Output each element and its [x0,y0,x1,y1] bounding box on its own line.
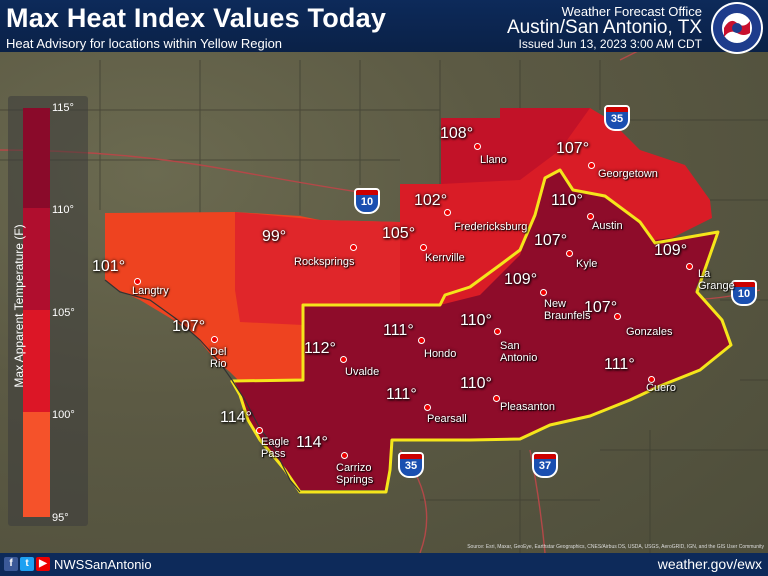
heat-advisory-outline [230,168,733,494]
value-fredericksburg: 102° [414,192,448,209]
label-georgetown: Georgetown [598,168,658,180]
value-kyle: 107° [534,232,568,249]
social-handle[interactable]: NWSSanAntonio [54,557,152,572]
city-dot-austin [587,213,594,220]
interstate-37-shield: 37 [532,452,558,478]
label-pleasanton: Pleasanton [500,401,556,413]
page-subtitle: Heat Advisory for locations within Yello… [6,36,283,51]
value-kerrville: 105° [382,225,416,242]
city-dot-rocksprings [350,244,357,251]
value-austin: 110° [551,192,583,209]
interstate-35-north-shield: 35 [604,105,630,131]
label-sanantonio: San Antonio [500,340,538,364]
value-georgetown: 107° [556,140,590,157]
city-dot-carrizo [341,452,348,459]
value-carrizo: 114° [296,434,328,451]
legend-axis-label: Max Apparent Temperature (F) [12,224,26,388]
city-dot-eaglepass [256,427,263,434]
legend-tick-110: 110° [52,204,74,216]
label-llano: Llano [480,154,507,166]
office-name: Weather Forecast Office [561,4,702,19]
value-hondo: 111° [383,322,414,339]
city-dot-kyle [566,250,573,257]
interstate-10-east-shield: 10 [731,280,757,306]
value-lagrange: 109° [654,242,688,259]
city-dot-newbraunfels [540,289,547,296]
label-gonzales: Gonzales [626,326,673,338]
website-link[interactable]: weather.gov/ewx [657,556,762,572]
value-delrio: 107° [172,318,206,335]
map-attribution: Source: Esri, Maxar, GeoEye, Earthstar G… [467,544,764,550]
interstate-35-south-shield: 35 [398,452,424,478]
zone-dark-advisory [232,170,730,490]
city-dot-pleasanton [493,395,500,402]
interstate-10-west-shield: 10 [354,188,380,214]
youtube-icon[interactable]: ▶ [36,557,50,571]
value-rocksprings: 99° [262,228,287,245]
city-dot-sanantonio [494,328,501,335]
rio-grande [104,279,301,493]
value-langtry: 101° [92,258,126,275]
twitter-icon[interactable]: t [20,557,34,571]
city-dot-pearsall [424,404,431,411]
page-title: Max Heat Index Values Today [6,3,387,33]
legend-seg-100-105 [23,310,50,412]
label-delrio: Del Rio [210,346,227,370]
legend-color-bar [23,108,50,517]
zone-light-red-left [235,212,400,325]
footer-bar: f t ▶ NWSSanAntonio weather.gov/ewx [0,553,768,576]
value-cuero: 111° [604,356,635,373]
temperature-legend: 115° 110° 105° 100° 95° Max Apparent Tem… [8,96,88,526]
legend-tick-100: 100° [52,409,75,421]
social-icons: f t ▶ [4,557,50,571]
label-fredericksburg: Fredericksburg [454,221,528,233]
label-kyle: Kyle [576,258,598,270]
label-hondo: Hondo [424,348,457,360]
issued-time: Issued Jun 13, 2023 3:00 AM CDT [518,37,702,51]
legend-seg-95-100 [23,412,50,517]
label-carrizo: Carrizo Springs [336,462,374,486]
city-dot-langtry [134,278,141,285]
value-sanantonio: 110° [460,312,492,329]
value-llano: 108° [440,125,474,142]
city-dot-llano [474,143,481,150]
city-dot-uvalde [340,356,347,363]
office-location: Austin/San Antonio, TX [506,17,702,38]
value-gonzales: 107° [584,299,618,316]
label-langtry: Langtry [132,285,169,297]
nws-logo-icon [711,2,763,54]
label-pearsall: Pearsall [427,413,467,425]
label-rocksprings: Rocksprings [294,256,355,268]
legend-seg-110-115 [23,108,50,208]
zone-mid-red [441,108,590,184]
legend-tick-105: 105° [52,307,75,319]
city-dot-cuero [648,376,655,383]
city-dot-delrio [211,336,218,343]
label-eaglepass: Eagle Pass [261,436,290,460]
label-newbraunfels: New Braunfels [544,298,591,322]
label-uvalde: Uvalde [345,366,380,378]
city-dot-lagrange [686,263,693,270]
city-dot-hondo [418,337,425,344]
label-austin: Austin [592,220,623,232]
value-uvalde: 112° [304,340,336,357]
city-dot-georgetown [588,162,595,169]
facebook-icon[interactable]: f [4,557,18,571]
legend-tick-115: 115° [52,102,74,114]
header-bar: Max Heat Index Values Today Heat Advisor… [0,0,768,54]
value-pleasanton: 110° [460,375,492,392]
legend-tick-95: 95° [52,512,69,524]
legend-seg-105-110 [23,208,50,310]
value-eaglepass: 114° [220,409,252,426]
value-pearsall: 111° [386,386,417,403]
value-newbraunfels: 109° [504,271,538,288]
label-cuero: Cuero [646,382,676,394]
city-dot-gonzales [614,313,621,320]
label-kerrville: Kerrville [425,252,465,264]
label-lagrange: La Grange [698,268,735,292]
city-dot-kerrville [420,244,427,251]
city-dot-fredericksburg [444,209,451,216]
